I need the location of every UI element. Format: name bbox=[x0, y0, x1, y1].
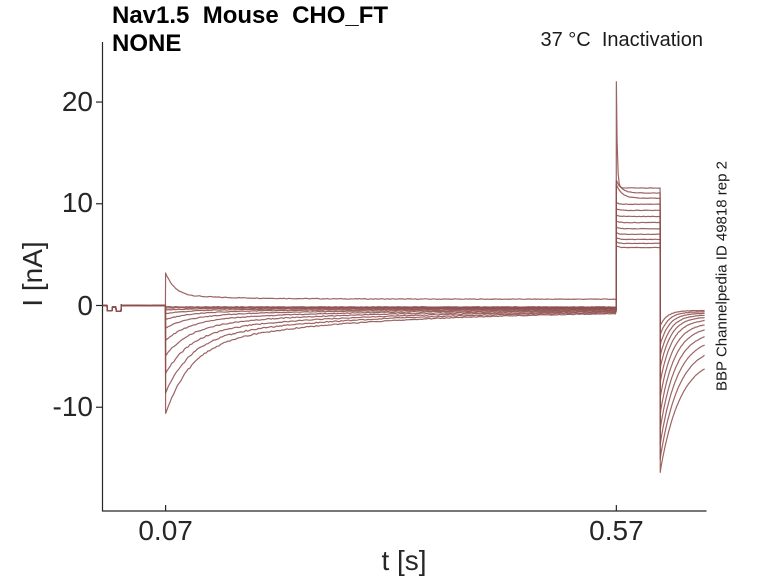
sweep-trace-9 bbox=[102, 202, 705, 431]
x-axis-label: t [s] bbox=[381, 545, 427, 576]
sweep-trace-2 bbox=[102, 241, 705, 336]
sweep-trace-12 bbox=[102, 81, 705, 473]
y-tick-label-neg10: -10 bbox=[52, 391, 93, 422]
x-tick-label-0.07: 0.07 bbox=[138, 515, 193, 546]
sweep-trace-3 bbox=[102, 237, 705, 346]
side-annotation: BBP Channelpedia ID 49818 rep 2 bbox=[713, 161, 731, 391]
figure-title-line1: Nav1.5 Mouse CHO_FT bbox=[112, 2, 389, 29]
sweep-trace-10 bbox=[102, 183, 705, 446]
sweep-trace-7 bbox=[102, 214, 705, 399]
sweep-trace-5 bbox=[102, 226, 705, 370]
sweep-trace-1 bbox=[102, 245, 705, 327]
axis-lines bbox=[101, 42, 707, 512]
sweep-trace-4 bbox=[102, 232, 705, 357]
y-tick-label-20: 20 bbox=[61, 86, 93, 117]
x-tick-label-0.57: 0.57 bbox=[589, 515, 644, 546]
sweep-trace-11 bbox=[102, 179, 705, 460]
y-tick-label-0: 0 bbox=[77, 289, 93, 321]
y-tick-label-10: 10 bbox=[61, 187, 93, 218]
figure-title-line2: NONE bbox=[112, 30, 182, 57]
condition-label: 37 °C Inactivation bbox=[540, 29, 703, 51]
sweep-trace-6 bbox=[102, 220, 705, 384]
sweep-trace-8 bbox=[102, 208, 705, 415]
